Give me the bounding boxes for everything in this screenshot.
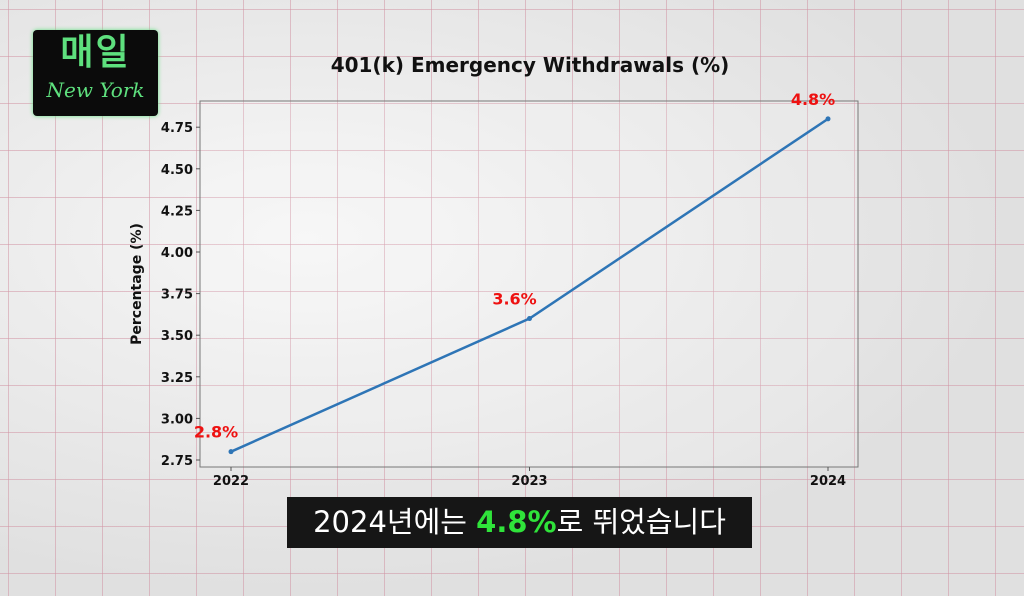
y-axis-label: Percentage (%) bbox=[129, 223, 145, 345]
plot-area bbox=[199, 100, 859, 468]
chart-title: 401(k) Emergency Withdrawals (%) bbox=[331, 53, 730, 77]
x-tick-label: 2022 bbox=[213, 474, 249, 489]
channel-logo: 매일 New York bbox=[33, 30, 158, 116]
x-tick-label: 2024 bbox=[810, 474, 846, 489]
subtitle-caption: 2024년에는 4.8%로 뛰었습니다 bbox=[287, 497, 752, 548]
data-point bbox=[228, 449, 234, 455]
data-label: 2.8% bbox=[194, 423, 238, 442]
data-point bbox=[527, 316, 532, 322]
x-tick-label: 2023 bbox=[511, 474, 547, 489]
data-point bbox=[825, 116, 831, 122]
data-label: 3.6% bbox=[492, 290, 536, 309]
y-tick-label: 4.50 bbox=[161, 163, 193, 178]
y-tick-label: 4.75 bbox=[161, 121, 193, 136]
y-tick-label: 4.00 bbox=[161, 246, 193, 261]
y-tick-label: 3.00 bbox=[161, 412, 193, 427]
y-tick-label: 2.75 bbox=[161, 454, 193, 469]
y-tick-label: 4.25 bbox=[161, 204, 193, 219]
subtitle-text: 2024년에는 bbox=[313, 505, 477, 539]
y-tick-label: 3.25 bbox=[161, 371, 193, 386]
y-tick-label: 3.75 bbox=[161, 288, 193, 303]
y-tick-label: 3.50 bbox=[161, 329, 193, 344]
subtitle-highlight: 4.8% bbox=[476, 505, 557, 539]
logo-english: New York bbox=[46, 78, 145, 102]
data-label: 4.8% bbox=[791, 90, 835, 109]
logo-korean: 매일 bbox=[60, 32, 131, 73]
subtitle-text-end: 로 뛰었습니다 bbox=[556, 505, 726, 539]
